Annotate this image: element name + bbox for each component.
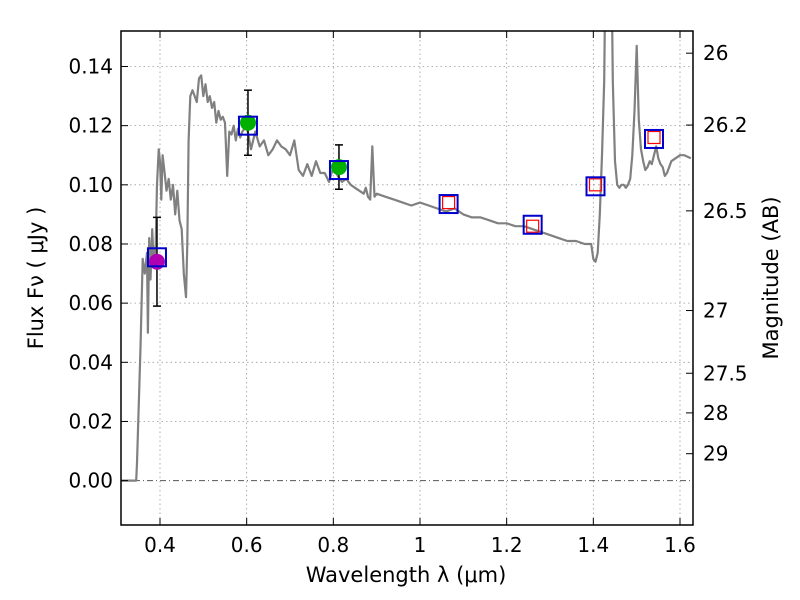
model-photometry-square (585, 176, 606, 197)
y2-tick-label: 29 (703, 442, 728, 466)
y-tick-label: 0.14 (68, 54, 113, 78)
y2-tick-label: 26.2 (703, 113, 748, 137)
y-tick-label: 0.12 (68, 114, 113, 138)
data-point-circle (148, 253, 165, 270)
upper-limit-square (442, 195, 456, 210)
y-tick-label: 0.04 (68, 350, 113, 374)
upper-limit-square (647, 130, 661, 145)
y-axis-label: Flux Fν ( μJy ) (24, 207, 48, 350)
y2-tick-label: 26 (703, 41, 728, 65)
y-tick-label: 0.08 (68, 232, 113, 256)
model-spectrum-line (121, 31, 692, 482)
upper-limit-square (588, 178, 603, 192)
y2-tick-label: 27 (703, 299, 728, 323)
y-tick-label: 0.10 (68, 173, 113, 197)
y2-tick-label: 27.5 (703, 361, 748, 385)
x-tick-label: 1 (414, 533, 427, 557)
x-tick-label: 1.6 (664, 533, 696, 557)
upper-limit-square (526, 219, 540, 233)
x-tick-label: 1.4 (577, 533, 609, 557)
model-photometry-square (328, 160, 349, 181)
model-photometry-square (438, 194, 459, 215)
model-photometry-square (237, 115, 258, 136)
x-axis-label: Wavelength λ (μm) (306, 563, 507, 587)
data-point-circle (330, 159, 347, 176)
y-tick-label: 0.02 (68, 409, 113, 433)
x-tick-label: 0.6 (231, 533, 263, 557)
plot-frame (120, 30, 694, 526)
axes: 0.4 0.6 0.8 1 1.2 1.4 1.6 0.00 0.02 0.04 0.06 0.08 0… (68, 31, 748, 557)
y2-axis-label: Magnitude (AB) (759, 196, 783, 359)
model-photometry-square (146, 247, 167, 268)
model-photometry-square (522, 214, 543, 235)
plot-area (121, 31, 692, 482)
x-tick-label: 1.2 (491, 533, 523, 557)
data-point-circle (239, 114, 256, 131)
model-photometry-square (644, 128, 664, 149)
grid (121, 31, 693, 525)
x-tick-label: 0.4 (144, 533, 176, 557)
y2-tick-label: 28 (703, 401, 728, 425)
y-tick-label: 0.00 (68, 469, 113, 493)
x-tick-label: 0.8 (317, 533, 349, 557)
y-tick-label: 0.06 (68, 291, 113, 315)
y2-tick-label: 26.5 (703, 199, 748, 223)
